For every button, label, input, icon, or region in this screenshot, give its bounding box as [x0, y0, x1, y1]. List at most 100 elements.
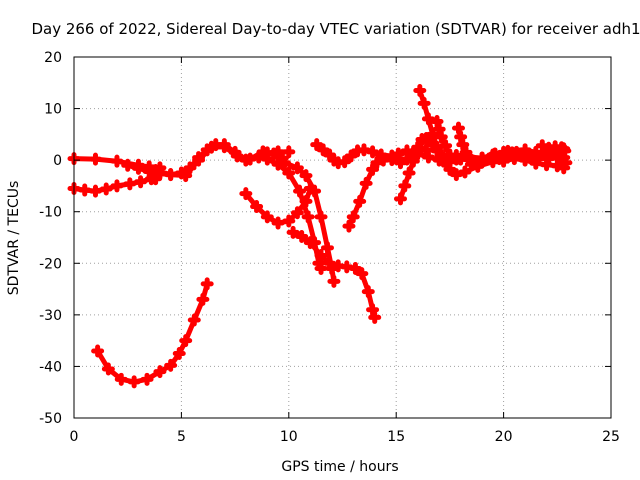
y-tick-label: -40: [39, 359, 62, 375]
data-point-marker: [451, 121, 465, 135]
data-point-marker: [344, 149, 358, 163]
y-tick-label: 20: [44, 50, 62, 66]
data-point-marker: [271, 216, 285, 230]
y-tick-label: 0: [53, 153, 62, 169]
data-point-marker: [449, 168, 463, 182]
data-point-marker: [200, 277, 214, 291]
data-point-marker: [290, 161, 304, 175]
plot-frame: [73, 56, 612, 419]
data-point-marker: [88, 184, 102, 198]
data-point-marker: [286, 225, 300, 239]
data-point-marker: [558, 144, 572, 158]
data-point-marker: [123, 177, 137, 191]
data-point-marker: [282, 145, 296, 159]
data-point-marker: [361, 285, 375, 299]
data-point-marker: [419, 131, 433, 145]
y-tick-label: 10: [44, 102, 62, 118]
data-point-marker: [400, 144, 414, 158]
data-point-marker: [114, 372, 128, 386]
data-point-marker: [368, 310, 382, 324]
data-point-marker: [217, 140, 231, 154]
data-point-marker: [346, 210, 360, 224]
series-track-7: [260, 152, 328, 275]
data-point-marker: [529, 156, 543, 170]
x-tick-label: 10: [280, 429, 298, 445]
data-point-marker: [557, 161, 571, 175]
chart-title: Day 266 of 2022, Sidereal Day-to-day VTE…: [31, 20, 640, 38]
data-point-marker: [402, 166, 416, 180]
data-series-group: [67, 84, 573, 389]
data-point-marker: [359, 176, 373, 190]
data-point-marker: [393, 192, 407, 206]
data-point-marker: [250, 200, 264, 214]
data-point-marker: [99, 182, 113, 196]
data-point-marker: [393, 156, 407, 170]
data-point-marker: [127, 375, 141, 389]
data-point-marker: [456, 138, 470, 152]
data-point-marker: [338, 155, 352, 169]
data-point-marker: [486, 153, 500, 167]
y-axis-label: SDTVAR / TECUs: [6, 181, 22, 296]
data-point-marker: [507, 152, 521, 166]
data-point-marker: [314, 249, 328, 263]
x-tick-label: 5: [177, 429, 186, 445]
data-point-marker: [355, 267, 369, 281]
data-point-marker: [179, 334, 193, 348]
x-tick-label: 25: [602, 429, 620, 445]
data-point-marker: [458, 165, 472, 179]
data-point-marker: [267, 147, 281, 161]
data-point-marker: [366, 162, 380, 176]
series-track-3: [91, 277, 214, 389]
data-point-marker: [518, 143, 532, 157]
x-tick-label: 20: [495, 429, 513, 445]
data-point-marker: [88, 152, 102, 166]
data-point-marker: [327, 274, 341, 288]
x-axis-label: GPS time / hours: [281, 459, 398, 475]
data-point-marker: [172, 347, 186, 361]
data-point-marker: [439, 139, 453, 153]
axis-ticks: 0 5 10 15 20 25 -50 -40 -30 -20 -10 0 10 20: [39, 50, 620, 445]
x-tick-label: 0: [70, 429, 79, 445]
y-tick-label: -30: [39, 308, 62, 324]
data-point-marker: [353, 194, 367, 208]
data-point-marker: [436, 151, 450, 165]
y-tick-label: -50: [39, 411, 62, 427]
data-point-marker: [342, 219, 356, 233]
data-point-marker: [299, 169, 313, 183]
data-point-marker: [91, 344, 105, 358]
data-point-marker: [357, 143, 371, 157]
data-point-marker: [417, 96, 431, 110]
data-point-marker: [149, 163, 163, 177]
data-point-marker: [464, 157, 478, 171]
data-point-marker: [290, 206, 304, 220]
data-point-marker: [391, 147, 405, 161]
series-track-2: [67, 172, 163, 198]
data-point-marker: [282, 166, 296, 180]
data-point-marker: [434, 130, 448, 144]
data-point-marker: [449, 149, 463, 163]
data-point-marker: [78, 183, 92, 197]
data-point-marker: [164, 358, 178, 372]
y-tick-label: -10: [39, 205, 62, 221]
data-point-marker: [153, 365, 167, 379]
data-point-marker: [243, 152, 257, 166]
data-point-marker: [196, 292, 210, 306]
x-tick-label: 15: [387, 429, 405, 445]
data-point-marker: [320, 241, 334, 255]
data-point-marker: [239, 187, 253, 201]
data-point-marker: [282, 214, 296, 228]
series-track-20: [535, 139, 572, 158]
data-point-marker: [134, 175, 148, 189]
data-point-marker: [260, 152, 274, 166]
data-point-marker: [140, 372, 154, 386]
data-point-marker: [421, 150, 435, 164]
series-track-9: [286, 225, 382, 324]
data-point-marker: [131, 161, 145, 175]
data-point-marker: [303, 236, 317, 250]
data-point-marker: [497, 154, 511, 168]
data-point-marker: [187, 313, 201, 327]
grid-lines: [74, 57, 611, 418]
data-point-marker: [295, 229, 309, 243]
data-point-marker: [421, 112, 435, 126]
